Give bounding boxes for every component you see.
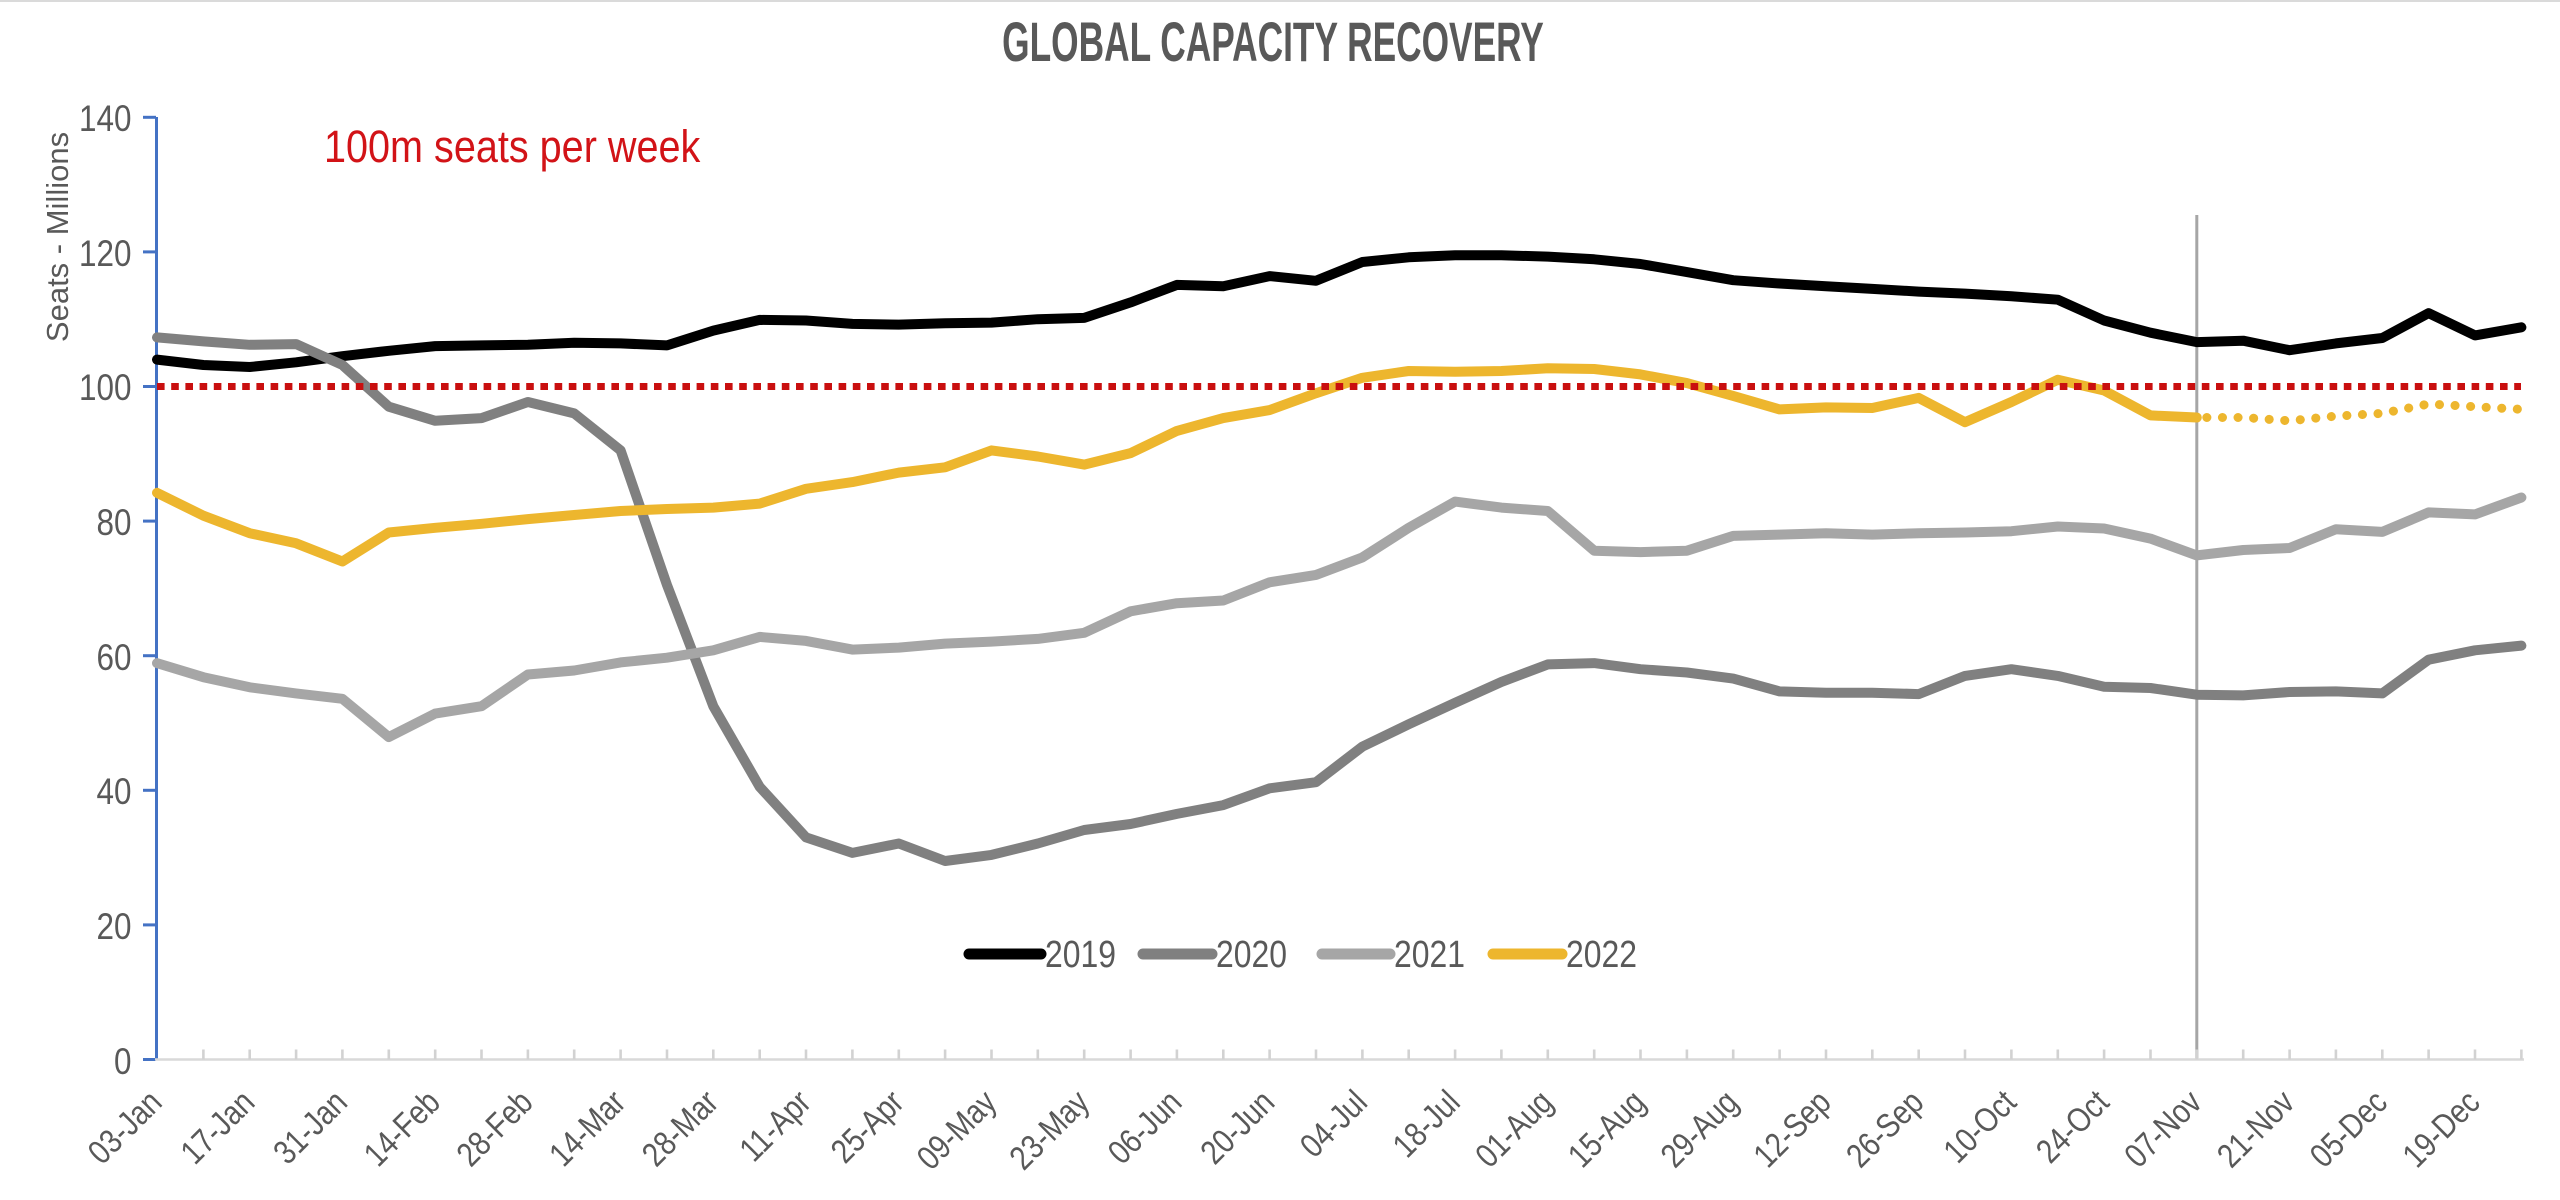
svg-text:GLOBAL CAPACITY RECOVERY: GLOBAL CAPACITY RECOVERY (1002, 11, 1544, 73)
svg-text:120: 120 (79, 234, 131, 275)
svg-text:40: 40 (97, 772, 132, 813)
svg-text:2019: 2019 (1045, 933, 1116, 975)
svg-text:20: 20 (97, 907, 132, 948)
svg-text:2021: 2021 (1394, 933, 1465, 975)
svg-text:100: 100 (79, 368, 131, 409)
svg-text:60: 60 (97, 638, 132, 679)
svg-text:80: 80 (97, 503, 132, 544)
svg-text:2022: 2022 (1566, 933, 1637, 975)
svg-text:140: 140 (79, 99, 131, 140)
svg-text:2020: 2020 (1216, 933, 1287, 975)
svg-text:0: 0 (114, 1042, 131, 1083)
svg-text:Seats - Millions: Seats - Millions (40, 132, 75, 342)
svg-text:100m seats per week: 100m seats per week (324, 122, 701, 172)
